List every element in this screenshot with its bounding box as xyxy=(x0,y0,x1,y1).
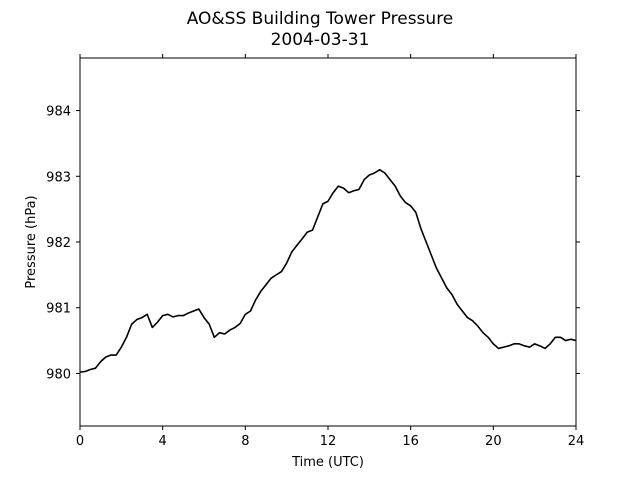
y-tick-label: 983 xyxy=(46,170,71,185)
y-tick-label: 984 xyxy=(46,105,71,120)
pressure-series-line xyxy=(79,168,577,373)
x-axis: 0 4 8 12 16 20 24 xyxy=(76,54,584,449)
y-tick-label: 982 xyxy=(46,236,71,251)
y-tick-label: 981 xyxy=(46,302,71,317)
x-tick-label: 24 xyxy=(568,434,585,449)
y-axis-label: Pressure (hPa) xyxy=(24,195,39,288)
x-axis-label: Time (UTC) xyxy=(291,455,364,470)
x-tick-label: 8 xyxy=(241,434,249,449)
y-tick-label: 980 xyxy=(46,367,71,382)
x-tick-label: 0 xyxy=(76,434,84,449)
y-axis: 980 981 982 983 984 xyxy=(46,105,580,382)
x-tick-label: 16 xyxy=(402,434,419,449)
x-tick-label: 4 xyxy=(159,434,167,449)
chart-subtitle: 2004-03-31 xyxy=(271,30,370,50)
plot-border xyxy=(79,57,577,427)
plot-area xyxy=(79,57,577,427)
chart-title: AO&SS Building Tower Pressure xyxy=(187,9,454,29)
x-tick-label: 12 xyxy=(320,434,337,449)
x-tick-label: 20 xyxy=(485,434,502,449)
